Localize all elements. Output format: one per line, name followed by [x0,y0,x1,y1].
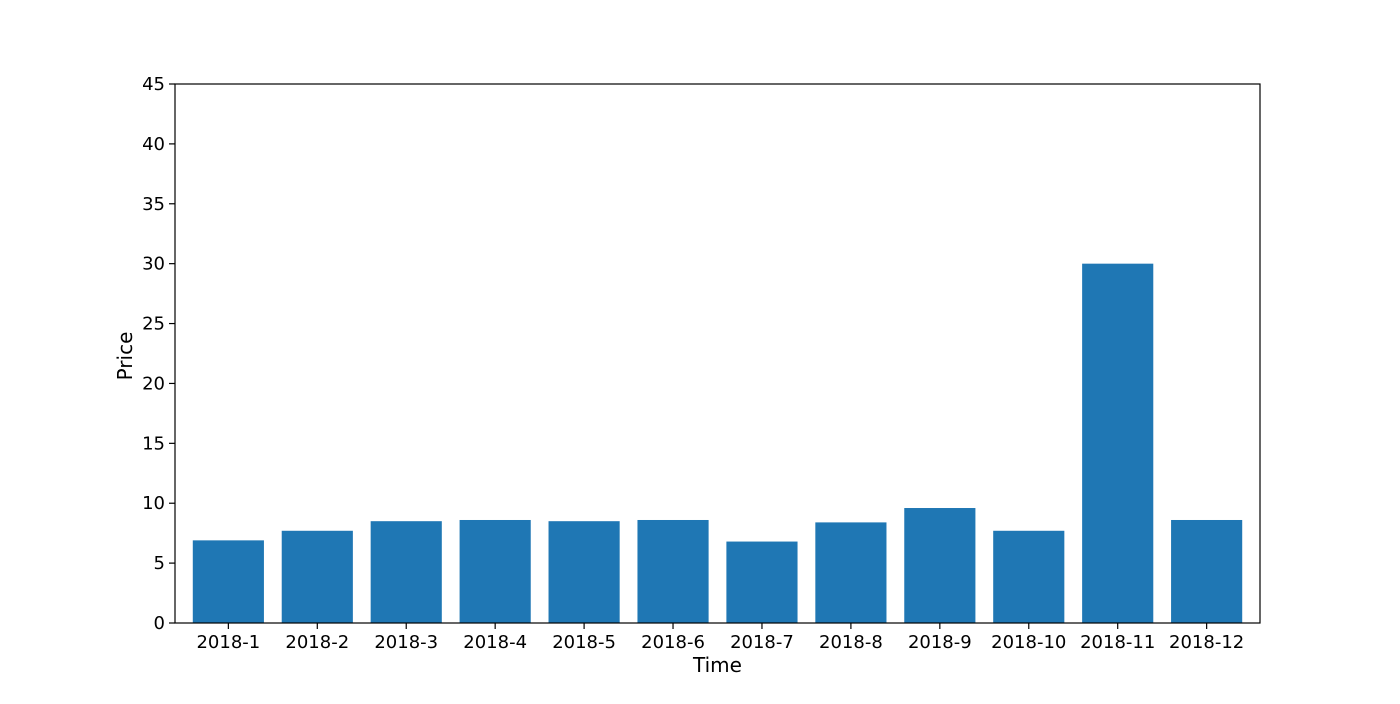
y-tick-label: 20 [142,373,165,394]
bar [726,541,798,623]
x-tick-label: 2018-3 [374,632,438,653]
bar [548,521,620,623]
y-axis-ticks: 0 5 10 15 20 25 30 35 40 45 [142,74,175,634]
x-tick-label: 2018-10 [991,632,1066,653]
y-tick-label: 10 [142,493,165,514]
plot-frame [174,83,1261,624]
y-tick-label: 40 [142,134,165,155]
y-tick-label: 15 [142,433,165,454]
y-axis-title: Price [113,332,137,381]
x-tick-label: 2018-8 [819,632,883,653]
bar [904,508,976,623]
bar [815,522,887,623]
x-tick-label: 2018-4 [463,632,527,653]
x-axis-title: Time [692,653,742,677]
bar [993,530,1065,623]
y-tick-label: 30 [142,254,165,275]
bar [370,521,442,623]
x-axis-ticks: 2018-1 2018-2 2018-3 2018-4 2018-5 2018-6 2018… [196,623,1244,653]
bar [637,519,709,623]
x-tick-label: 2018-1 [196,632,260,653]
y-tick-label: 35 [142,194,165,215]
bar [459,519,531,623]
plot-area [175,84,1260,623]
y-tick-label: 25 [142,314,165,335]
x-tick-label: 2018-6 [641,632,705,653]
x-tick-label: 2018-5 [552,632,616,653]
x-tick-label: 2018-12 [1169,632,1244,653]
y-tick-label: 5 [154,553,165,574]
bars-layer [192,263,1243,623]
bar [1171,519,1243,623]
y-tick-label: 0 [154,613,165,634]
y-tick-label: 45 [142,74,165,95]
bar [1082,263,1154,623]
bar [281,530,353,623]
x-tick-label: 2018-9 [908,632,972,653]
x-tick-label: 2018-2 [285,632,349,653]
x-tick-label: 2018-7 [730,632,794,653]
x-tick-label: 2018-11 [1080,632,1155,653]
bar [192,540,264,623]
